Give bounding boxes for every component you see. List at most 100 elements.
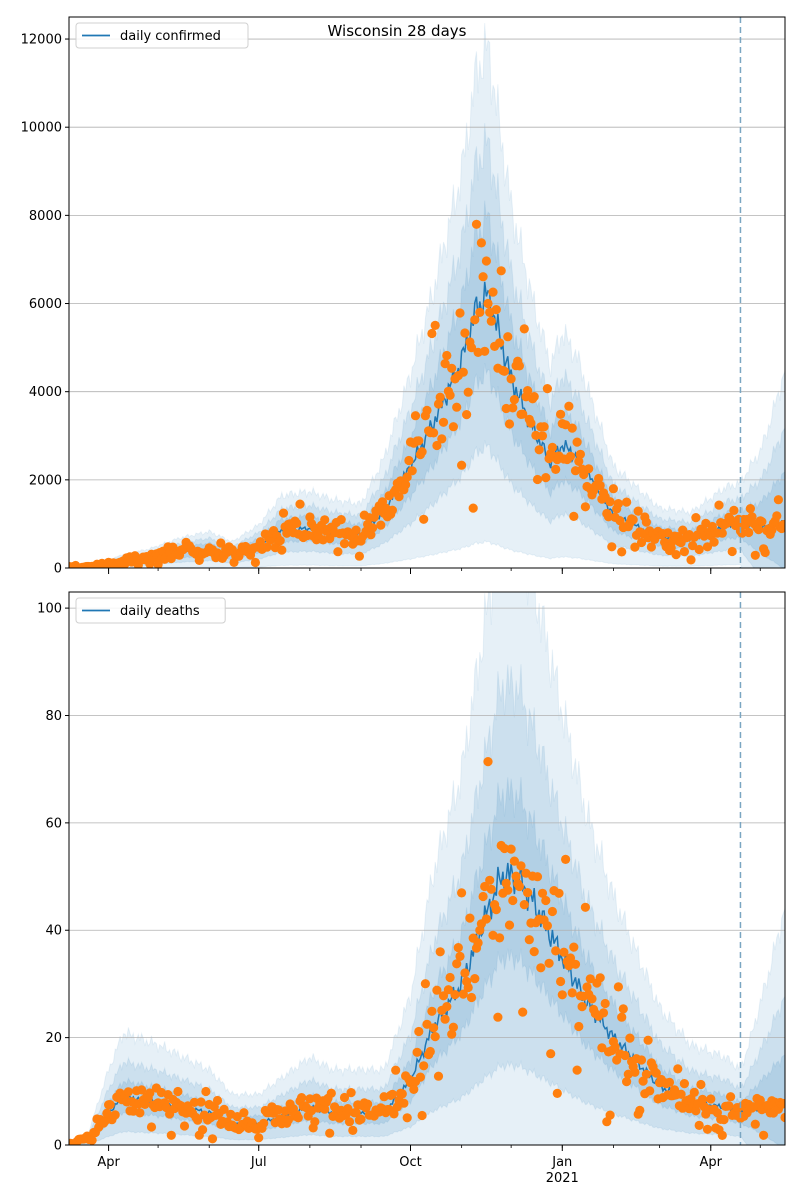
observed-point	[262, 542, 272, 552]
observed-point	[542, 384, 553, 394]
observed-point	[409, 1084, 419, 1094]
plot-frame	[68, 16, 786, 569]
observed-point	[613, 982, 624, 992]
observed-point	[767, 525, 777, 535]
observed-point	[531, 430, 541, 440]
observed-point	[346, 1088, 356, 1098]
observed-point	[539, 422, 549, 432]
observed-point	[414, 1026, 424, 1037]
observed-point	[537, 431, 548, 441]
observed-point	[541, 895, 551, 906]
observed-point	[488, 287, 498, 297]
observed-point	[179, 1121, 190, 1131]
observed-point	[457, 888, 467, 898]
chart-title: Wisconsin 28 days	[328, 22, 467, 40]
observed-point	[462, 410, 472, 420]
observed-point	[577, 1002, 587, 1012]
legend: daily deaths	[75, 597, 226, 624]
observed-point	[702, 542, 713, 552]
observed-point	[605, 497, 615, 507]
legend-label: daily deaths	[120, 604, 200, 619]
observed-point	[481, 914, 491, 924]
observed-point	[559, 947, 569, 957]
observed-point	[691, 1106, 701, 1116]
observed-point	[282, 528, 292, 538]
uncertainty-band-1	[69, 664, 785, 1145]
observed-point	[504, 419, 515, 429]
observed-point	[463, 982, 473, 993]
observed-point	[448, 422, 458, 432]
observed-point	[351, 525, 361, 535]
y-tick-label: 40	[45, 924, 62, 939]
observed-point	[354, 551, 364, 561]
observed-point	[651, 1068, 661, 1078]
observed-point	[671, 550, 681, 560]
observed-point	[508, 895, 518, 906]
observed-point	[759, 1130, 769, 1140]
x-tick-label: Apr	[97, 1155, 120, 1170]
x-tick-label: Oct	[399, 1155, 421, 1170]
observed-point	[466, 992, 477, 1003]
observed-point	[678, 1103, 688, 1113]
observed-point	[755, 1095, 765, 1105]
observed-point	[145, 1088, 155, 1098]
observed-point	[471, 219, 482, 229]
observed-point	[440, 1014, 450, 1024]
observed-point	[146, 1122, 157, 1132]
observed-point	[486, 884, 496, 894]
observed-point	[582, 982, 592, 992]
observed-point	[587, 994, 597, 1004]
observed-point	[757, 517, 767, 527]
observed-point	[633, 506, 643, 516]
observed-point	[326, 1088, 336, 1098]
observed-point	[618, 1004, 628, 1014]
observed-point	[676, 1089, 686, 1099]
observed-point	[415, 1072, 425, 1082]
observed-point	[635, 1105, 645, 1115]
observed-point	[537, 888, 548, 898]
observed-point	[265, 535, 275, 545]
observed-point	[452, 959, 462, 969]
observed-point	[463, 387, 473, 397]
observed-point	[173, 1086, 183, 1097]
observed-point	[470, 315, 480, 325]
observed-point	[598, 1008, 609, 1018]
observed-point	[617, 547, 627, 557]
observed-point	[503, 885, 513, 895]
observed-point	[336, 515, 346, 525]
chart-confirmed: 0 2000 4000 6000 8000 10000 12000 daily confirm…	[21, 16, 786, 577]
observed-point	[504, 920, 515, 930]
observed-point	[401, 480, 411, 490]
observed-point	[278, 508, 289, 518]
observed-point	[430, 320, 440, 330]
observed-point	[427, 328, 437, 339]
y-tick-label: 10000	[21, 121, 62, 136]
observed-point	[645, 1086, 655, 1096]
y-tick-label: 60	[45, 816, 62, 831]
observed-point	[351, 1107, 361, 1118]
observed-point	[686, 555, 696, 565]
observed-point	[432, 985, 442, 995]
observed-point	[772, 511, 782, 521]
observed-point	[544, 958, 554, 968]
observed-point	[483, 757, 493, 767]
observed-point	[750, 550, 760, 560]
observed-point	[437, 434, 447, 444]
observed-point	[455, 951, 465, 962]
observed-point	[476, 238, 486, 248]
observed-point	[717, 528, 727, 538]
observed-point	[519, 324, 529, 334]
observed-point	[496, 266, 506, 276]
observed-point	[333, 547, 343, 557]
observed-point	[610, 1042, 620, 1052]
observed-point	[724, 1101, 734, 1111]
observed-point	[478, 272, 488, 282]
observed-point	[574, 1021, 584, 1032]
observed-point	[501, 878, 511, 888]
observed-point	[678, 525, 688, 535]
observed-point	[417, 1110, 427, 1121]
observed-point	[452, 402, 462, 412]
observed-point	[491, 905, 501, 915]
observed-point	[404, 455, 414, 466]
observed-point	[368, 523, 378, 533]
